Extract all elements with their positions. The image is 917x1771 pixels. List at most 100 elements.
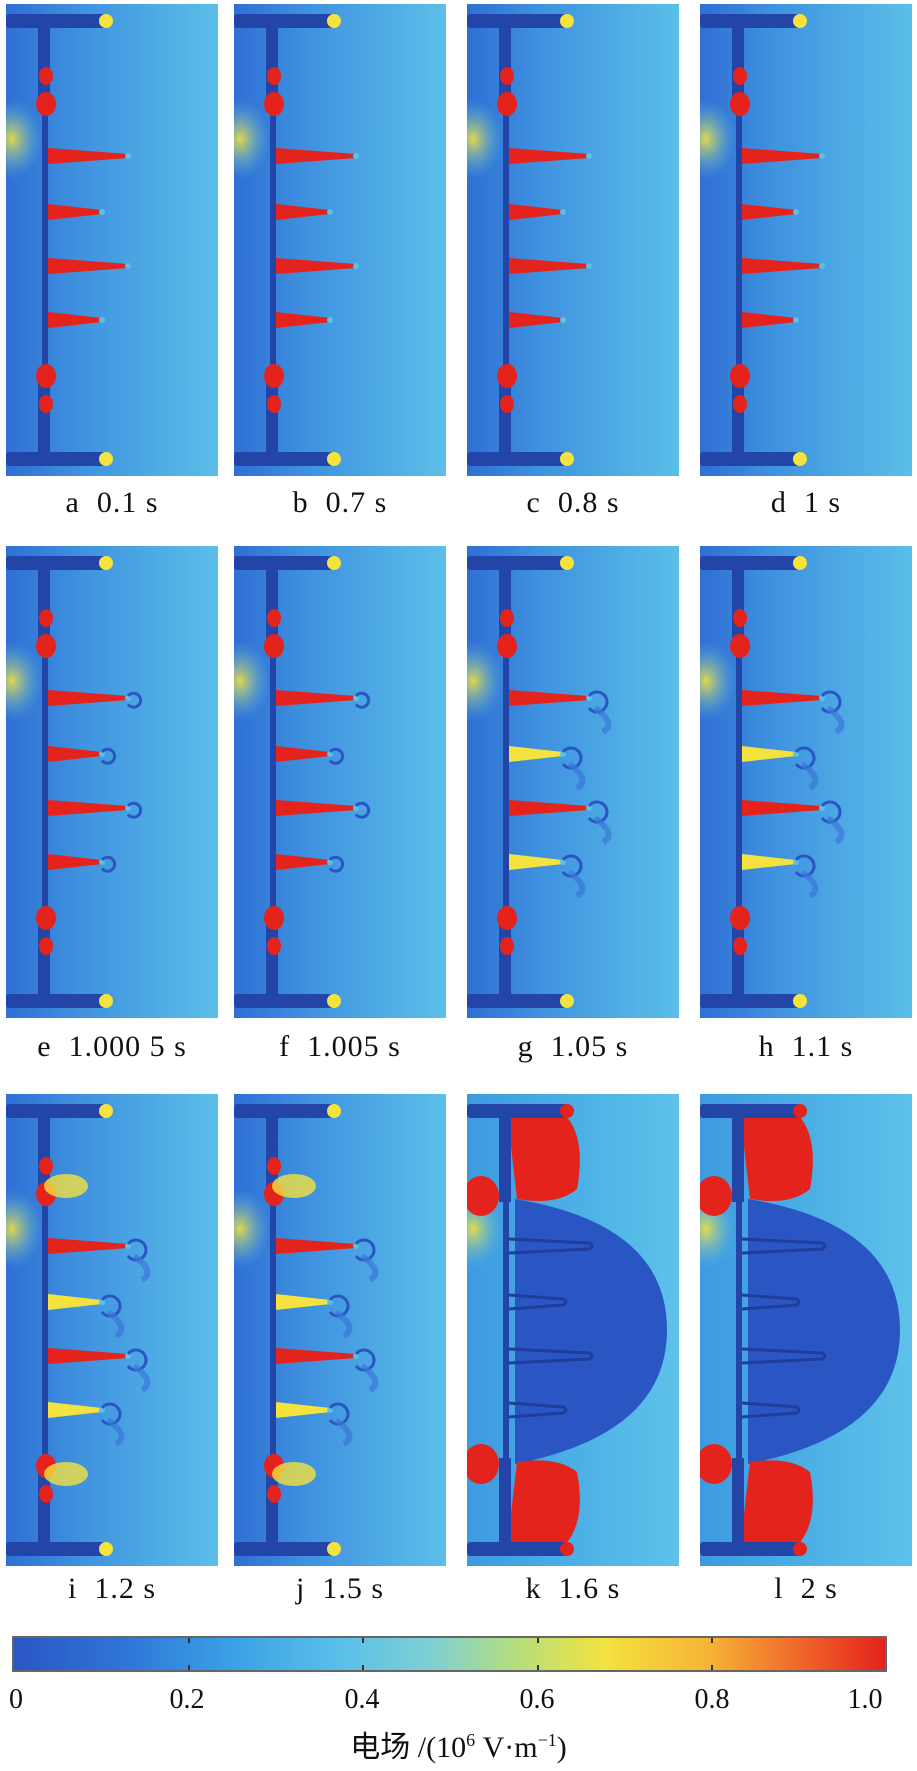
panel-caption-b: b 0.7 s: [234, 486, 446, 520]
fin: [509, 204, 566, 220]
colorbar-title-text: 电场 /(10: [350, 1731, 467, 1764]
junction-spot: [267, 609, 281, 627]
junction-spot: [730, 92, 750, 116]
fin: [508, 1347, 594, 1365]
panel-caption-h: h 1.1 s: [700, 1030, 912, 1064]
panel-time: 1.5 s: [305, 1572, 385, 1605]
panel-time: 1.2 s: [77, 1572, 157, 1605]
field-panel-c: [467, 4, 679, 476]
fin: [509, 312, 566, 328]
junction-spot: [264, 92, 284, 116]
field-map: [6, 4, 218, 476]
field-map: [467, 546, 679, 1018]
edge-glow: [234, 99, 270, 179]
field-map: [234, 546, 446, 1018]
fin: [48, 148, 131, 164]
fin: [509, 854, 586, 899]
colorbar-tick-label: 0: [9, 1684, 23, 1715]
field-map: [467, 4, 679, 476]
panel-time: 1.1 s: [774, 1030, 854, 1063]
junction-spot: [39, 609, 53, 627]
junction-spot: [497, 364, 517, 388]
colorbar-tick: [536, 1638, 539, 1670]
electrode-frame: [234, 1104, 341, 1556]
panel-time: 0.7 s: [308, 486, 388, 519]
colorbar-tick-label: 0.4: [344, 1684, 380, 1715]
panel-time: 0.1 s: [79, 486, 159, 519]
electrode-frame: [700, 556, 807, 1008]
panel-time: 2 s: [783, 1572, 838, 1605]
junction-spot: [500, 609, 514, 627]
fin: [48, 690, 143, 709]
fin: [742, 204, 799, 220]
junction-spot: [264, 634, 284, 658]
panel-label: b: [292, 486, 309, 519]
panel-label: l: [774, 1572, 784, 1605]
junction-spot: [497, 906, 517, 930]
panel-label: g: [517, 1030, 534, 1063]
panel-caption-g: g 1.05 s: [467, 1030, 679, 1064]
electrode-frame: [467, 556, 574, 1008]
edge-glow: [6, 99, 42, 179]
edge-glow: [6, 641, 42, 721]
fin: [48, 800, 143, 819]
fin: [48, 854, 117, 873]
panel-label: h: [758, 1030, 775, 1063]
panel-label: d: [770, 486, 787, 519]
field-panel-e: [6, 546, 218, 1018]
junction-spot: [267, 395, 281, 413]
fin: [741, 1293, 801, 1311]
electrode-frame: [234, 14, 341, 466]
panel-time: 1.000 5 s: [51, 1030, 187, 1063]
junction-spot: [733, 395, 747, 413]
field-background: [6, 1094, 218, 1566]
field-panel-a: [6, 4, 218, 476]
fin: [276, 746, 345, 765]
fin: [276, 800, 371, 819]
field-panel-l: [700, 1094, 912, 1566]
fin: [48, 746, 117, 765]
electrode-frame: [6, 556, 113, 1008]
field-background: [6, 4, 218, 476]
field-panel-d: [700, 4, 912, 476]
colorbar-title-close: ): [556, 1731, 567, 1764]
colorbar-title-unit-exp: −1: [537, 1730, 557, 1750]
panel-caption-a: a 0.1 s: [6, 486, 218, 520]
edge-glow: [700, 641, 736, 721]
fin: [508, 1293, 568, 1311]
field-map: [234, 1094, 446, 1566]
colorbar: [12, 1636, 887, 1672]
fin: [276, 312, 333, 328]
fin: [276, 690, 371, 709]
colorbar-tick: [362, 1638, 365, 1670]
fin: [48, 1294, 125, 1339]
junction-spot: [733, 937, 747, 955]
junction-spot: [497, 92, 517, 116]
electrode-frame: [467, 14, 574, 466]
field-panel-j: [234, 1094, 446, 1566]
electrode-frame: [6, 14, 113, 466]
panel-time: 1 s: [786, 486, 842, 519]
field-panel-h: [700, 546, 912, 1018]
fin: [276, 1238, 379, 1283]
junction-spot: [267, 1157, 281, 1175]
junction-spot: [267, 1485, 281, 1503]
red-blob-bottom: [740, 1460, 813, 1548]
junction-spot: [264, 906, 284, 930]
fin: [276, 204, 333, 220]
panel-label: k: [525, 1572, 542, 1605]
dark-dome: [748, 1199, 900, 1464]
electrode-frame: [234, 556, 341, 1008]
colorbar-title-unit: V·m: [475, 1731, 538, 1764]
electrode-frame: [467, 1104, 574, 1556]
fin: [48, 1348, 151, 1393]
fin: [509, 746, 586, 791]
junction-spot: [730, 634, 750, 658]
fin: [742, 854, 819, 899]
fin: [276, 1402, 353, 1447]
fin: [509, 148, 592, 164]
panel-label: j: [295, 1572, 306, 1605]
junction-spot: [36, 906, 56, 930]
junction-spot: [36, 634, 56, 658]
field-map: [6, 546, 218, 1018]
